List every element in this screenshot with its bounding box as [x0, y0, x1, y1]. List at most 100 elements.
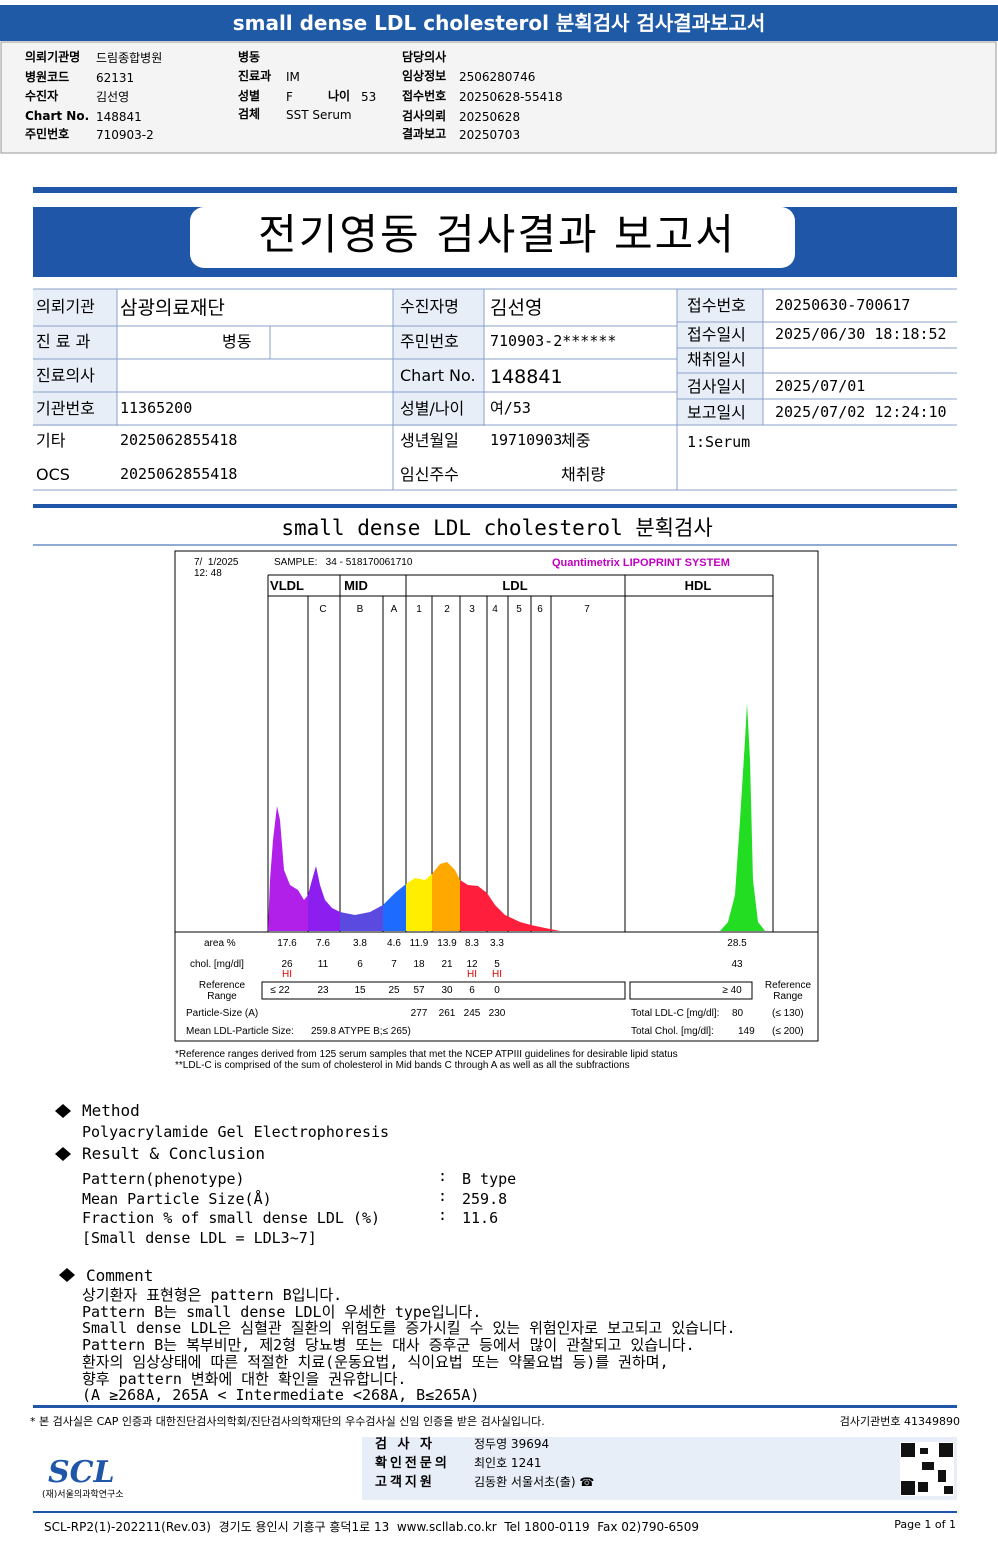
signature-label: 확인전문의	[375, 1456, 450, 1471]
row-label: Total Chol. [mg/dl]:	[631, 1026, 714, 1037]
report-title: 전기영동 검사결과 보고서	[258, 210, 736, 259]
result-value: 259.8	[462, 1189, 508, 1208]
brand: Quantimetrix LIPOPRINT SYSTEM	[552, 557, 730, 569]
area-value: 17.6	[277, 938, 297, 949]
separator: :	[438, 1206, 448, 1224]
info-label: 기타	[36, 431, 66, 450]
field-label: 진료과	[238, 69, 272, 83]
band-label: 6	[537, 604, 543, 615]
info-label: 성별/나이	[400, 399, 465, 418]
reference-value: 0	[494, 985, 500, 996]
info-label: OCS	[36, 465, 70, 484]
page-number: Page 1 of 1	[894, 1518, 956, 1531]
address: SCL-RP2(1)-202211(Rev.03) 경기도 용인시 기흥구 흥덕…	[44, 1520, 700, 1534]
org-name: (재)서울의과학연구소	[42, 1490, 124, 1500]
field-value: 20250703	[459, 128, 521, 142]
field-value: 드림종합병원	[96, 51, 163, 65]
page-title: small dense LDL cholesterol 분획검사 검사결과보고서	[232, 11, 766, 35]
particle-size: 230	[488, 1008, 506, 1019]
band-label: A	[390, 604, 398, 615]
signature-value: 정두영 39694	[474, 1437, 550, 1451]
field-value: IM	[286, 70, 300, 84]
band-label: 3	[469, 604, 475, 615]
band-label: C	[319, 604, 327, 615]
info-value: 김선영	[490, 297, 543, 319]
info-label: 임신주수	[400, 465, 459, 484]
field-label: 검체	[238, 107, 261, 121]
area-value: 4.6	[387, 938, 401, 949]
field-label: 임상정보	[402, 69, 447, 83]
row-label: chol. [mg/dl]	[190, 959, 244, 970]
info-value: 20250630-700617	[775, 296, 911, 314]
lab-number: 검사기관번호 41349890	[839, 1415, 960, 1428]
reference-value: 15	[354, 985, 366, 996]
separator: :	[438, 1167, 448, 1185]
signature-label: 고객지원	[375, 1475, 435, 1490]
particle-size: 261	[438, 1008, 456, 1019]
section-heading: Result & Conclusion	[82, 1144, 266, 1163]
flag: HI	[467, 969, 477, 980]
info-value: 710903-2******	[490, 332, 617, 350]
field-label: 검사의뢰	[402, 109, 447, 123]
flag: HI	[492, 969, 502, 980]
info-label: 병동	[222, 332, 252, 351]
info-label: 접수일시	[687, 325, 746, 344]
info-value: 2025062855418	[120, 465, 238, 483]
field-value: 53	[361, 90, 377, 104]
area-value: 8.3	[465, 938, 479, 949]
field-label: 수진자	[25, 89, 59, 103]
chol-value: 6	[357, 959, 363, 970]
total-chol: 149	[738, 1026, 755, 1037]
footer-note: * 본 검사실은 CAP 인증과 대한진단검사의학회/진단검사의학재단의 우수검…	[30, 1415, 545, 1428]
info-label: 기관번호	[36, 399, 95, 418]
band-label: 4	[492, 604, 498, 615]
row-label: Particle-Size (A)	[186, 1008, 259, 1019]
reference-value: ≥ 40	[722, 985, 742, 996]
info-value: 19710903	[490, 431, 563, 449]
result-label: Mean Particle Size(Å)	[82, 1189, 272, 1208]
footnote: **LDL-C is comprised of the sum of chole…	[175, 1060, 630, 1071]
field-value: 148841	[96, 110, 142, 124]
footnote: *Reference ranges derived from 125 serum…	[175, 1049, 678, 1060]
field-label: 결과보고	[402, 127, 447, 141]
area-value: 7.6	[316, 938, 330, 949]
field-label: 의뢰기관명	[25, 50, 81, 64]
field-label: 병동	[238, 50, 261, 64]
info-label: 생년월일	[400, 431, 459, 450]
reference-value: 57	[413, 985, 425, 996]
info-label: 진 료 과	[36, 332, 91, 351]
result-note: [Small dense LDL = LDL3~7]	[82, 1229, 317, 1247]
chol-value: 18	[413, 959, 425, 970]
mean-size: 259.8 ATYPE B;≤ 265)	[311, 1026, 411, 1037]
sample-id: SAMPLE: 34 - 518170061710	[274, 557, 413, 568]
band-label: 5	[516, 604, 522, 615]
info-label: 접수번호	[687, 296, 746, 315]
field-value: 20250628-55418	[459, 90, 563, 104]
band-label: 1	[416, 604, 422, 615]
chol-value: 43	[731, 959, 743, 970]
info-value: 2025/07/02 12:24:10	[775, 403, 947, 421]
range: (≤ 200)	[772, 1026, 804, 1037]
area-value: 3.3	[490, 938, 504, 949]
field-label: 담당의사	[402, 50, 447, 64]
comment-line: 상기환자 표현형은 pattern B입니다.	[82, 1286, 343, 1304]
fraction-label: MID	[344, 578, 368, 593]
chol-value: 5	[494, 959, 500, 970]
info-label: 채취량	[561, 465, 606, 484]
reference-value: 23	[317, 985, 329, 996]
separator: :	[438, 1186, 448, 1205]
info-value: 2025/07/01	[775, 377, 866, 395]
result-label: Fraction % of small dense LDL (%)	[82, 1209, 381, 1227]
flag: HI	[282, 969, 292, 980]
field-value: SST Serum	[286, 108, 352, 122]
result-label: Pattern(phenotype)	[82, 1170, 245, 1188]
field-label: 나이	[328, 89, 351, 103]
info-value: 11365200	[120, 399, 193, 417]
section-heading: Comment	[86, 1266, 154, 1285]
reference-value: 25	[388, 985, 400, 996]
info-label: Chart No.	[400, 366, 476, 385]
field-value: 김선영	[96, 90, 130, 104]
comment-line: 환자의 임상상태에 따른 적절한 치료(운동요법, 식이요법 또는 약물요법 등…	[82, 1352, 669, 1371]
